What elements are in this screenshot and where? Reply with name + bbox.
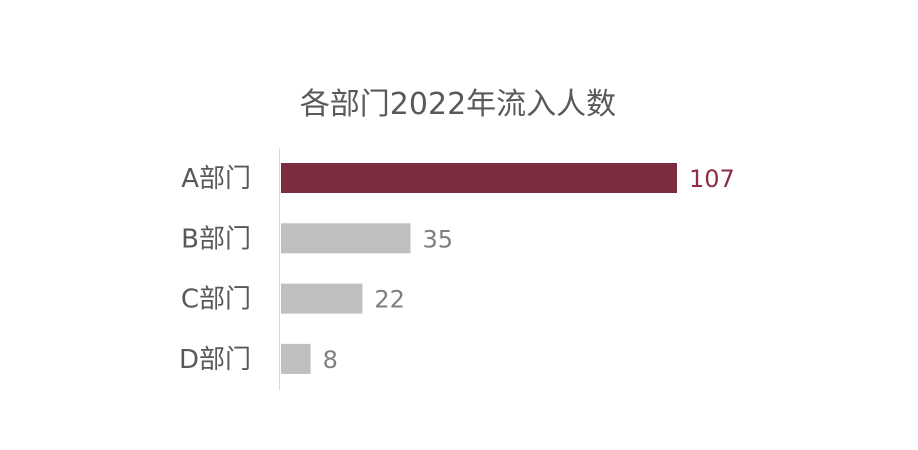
category-label-1: A部门 [181, 164, 251, 194]
category-label-4: D部门 [179, 345, 251, 375]
value-label-4: 8 [323, 346, 338, 374]
category-label-3: C部门 [181, 285, 251, 315]
value-label-3: 22 [374, 286, 405, 314]
bar-4 [281, 343, 311, 374]
chart-title: 各部门2022年流入人数 [300, 87, 616, 122]
bar-1 [281, 163, 677, 193]
value-label-1: 107 [689, 165, 735, 193]
bar-2 [281, 223, 411, 254]
bar-3 [281, 283, 363, 314]
category-label-2: B部门 [181, 224, 251, 254]
value-label-2: 35 [423, 225, 454, 253]
